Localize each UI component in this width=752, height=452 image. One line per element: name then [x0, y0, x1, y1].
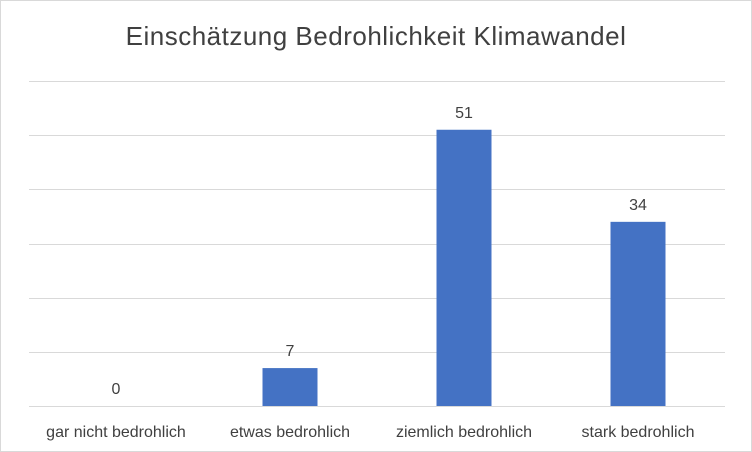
data-label: 0: [112, 381, 121, 398]
bar: [262, 368, 318, 406]
chart-title: Einschätzung Bedrohlichkeit Klimawandel: [125, 21, 627, 51]
bar: [610, 221, 666, 406]
data-label: 51: [455, 105, 473, 122]
category-label: gar nicht bedrohlich: [46, 424, 186, 441]
bar: [436, 129, 492, 406]
category-label: ziemlich bedrohlich: [396, 424, 532, 441]
data-label: 7: [286, 343, 295, 360]
data-label: 34: [629, 197, 647, 214]
category-label: stark bedrohlich: [582, 424, 695, 441]
category-label: etwas bedrohlich: [230, 424, 350, 441]
